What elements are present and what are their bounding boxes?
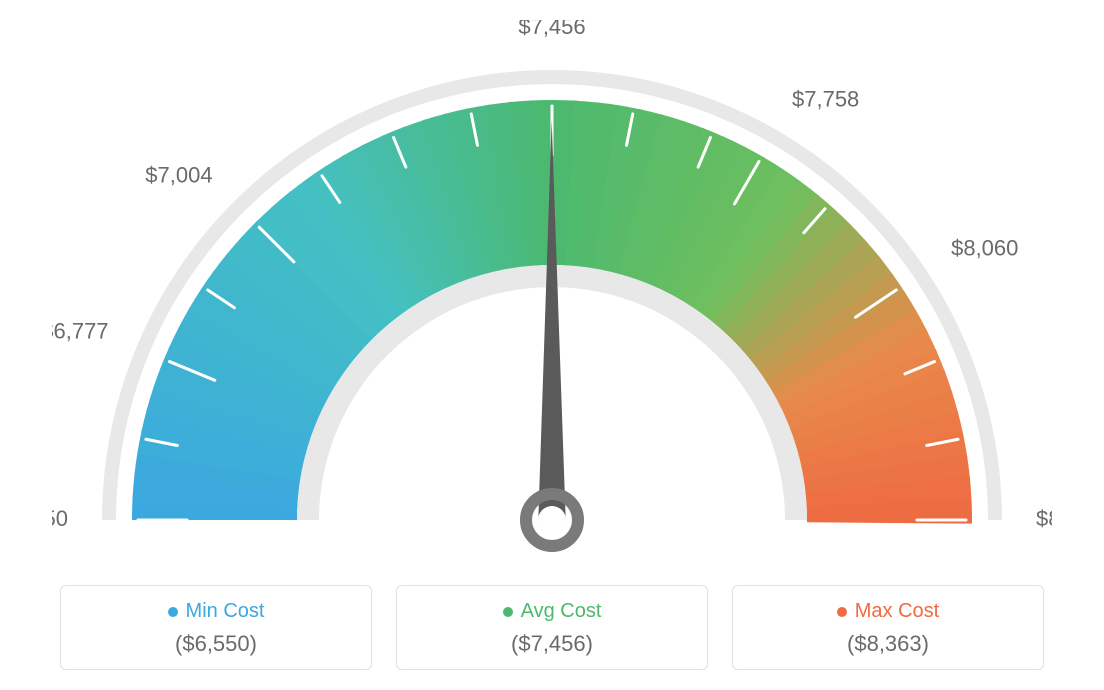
min-cost-card: Min Cost ($6,550) — [60, 585, 372, 670]
gauge-tick-label: $7,004 — [145, 163, 212, 188]
gauge-tick-label: $8,060 — [951, 235, 1018, 260]
gauge-chart: $6,550 $6,777 $7,004 $7,456 $7,758 $8,060 $8,3… — [52, 20, 1052, 560]
max-cost-label: Max Cost — [855, 600, 939, 623]
avg-cost-title-row: Avg Cost — [503, 600, 602, 623]
avg-cost-card: Avg Cost ($7,456) — [396, 585, 708, 670]
gauge-tick-label: $6,777 — [52, 318, 109, 343]
min-cost-value: ($6,550) — [73, 631, 359, 657]
min-dot-icon — [168, 607, 178, 617]
gauge-tick-label: $8,363 — [1036, 506, 1052, 531]
max-dot-icon — [837, 607, 847, 617]
gauge-tick-label: $7,758 — [792, 86, 859, 111]
min-cost-label: Min Cost — [186, 600, 265, 623]
avg-cost-label: Avg Cost — [521, 600, 602, 623]
cost-gauge-container: $6,550 $6,777 $7,004 $7,456 $7,758 $8,060 $8,3… — [0, 0, 1104, 690]
max-cost-value: ($8,363) — [745, 631, 1031, 657]
avg-dot-icon — [503, 607, 513, 617]
avg-cost-value: ($7,456) — [409, 631, 695, 657]
legend-cards: Min Cost ($6,550) Avg Cost ($7,456) Max … — [60, 585, 1044, 670]
gauge-tick-label: $6,550 — [52, 506, 68, 531]
max-cost-title-row: Max Cost — [837, 600, 939, 623]
min-cost-title-row: Min Cost — [168, 600, 265, 623]
gauge-tick-label: $7,456 — [518, 20, 585, 39]
max-cost-card: Max Cost ($8,363) — [732, 585, 1044, 670]
gauge-svg: $6,550 $6,777 $7,004 $7,456 $7,758 $8,060 $8,3… — [52, 20, 1052, 560]
